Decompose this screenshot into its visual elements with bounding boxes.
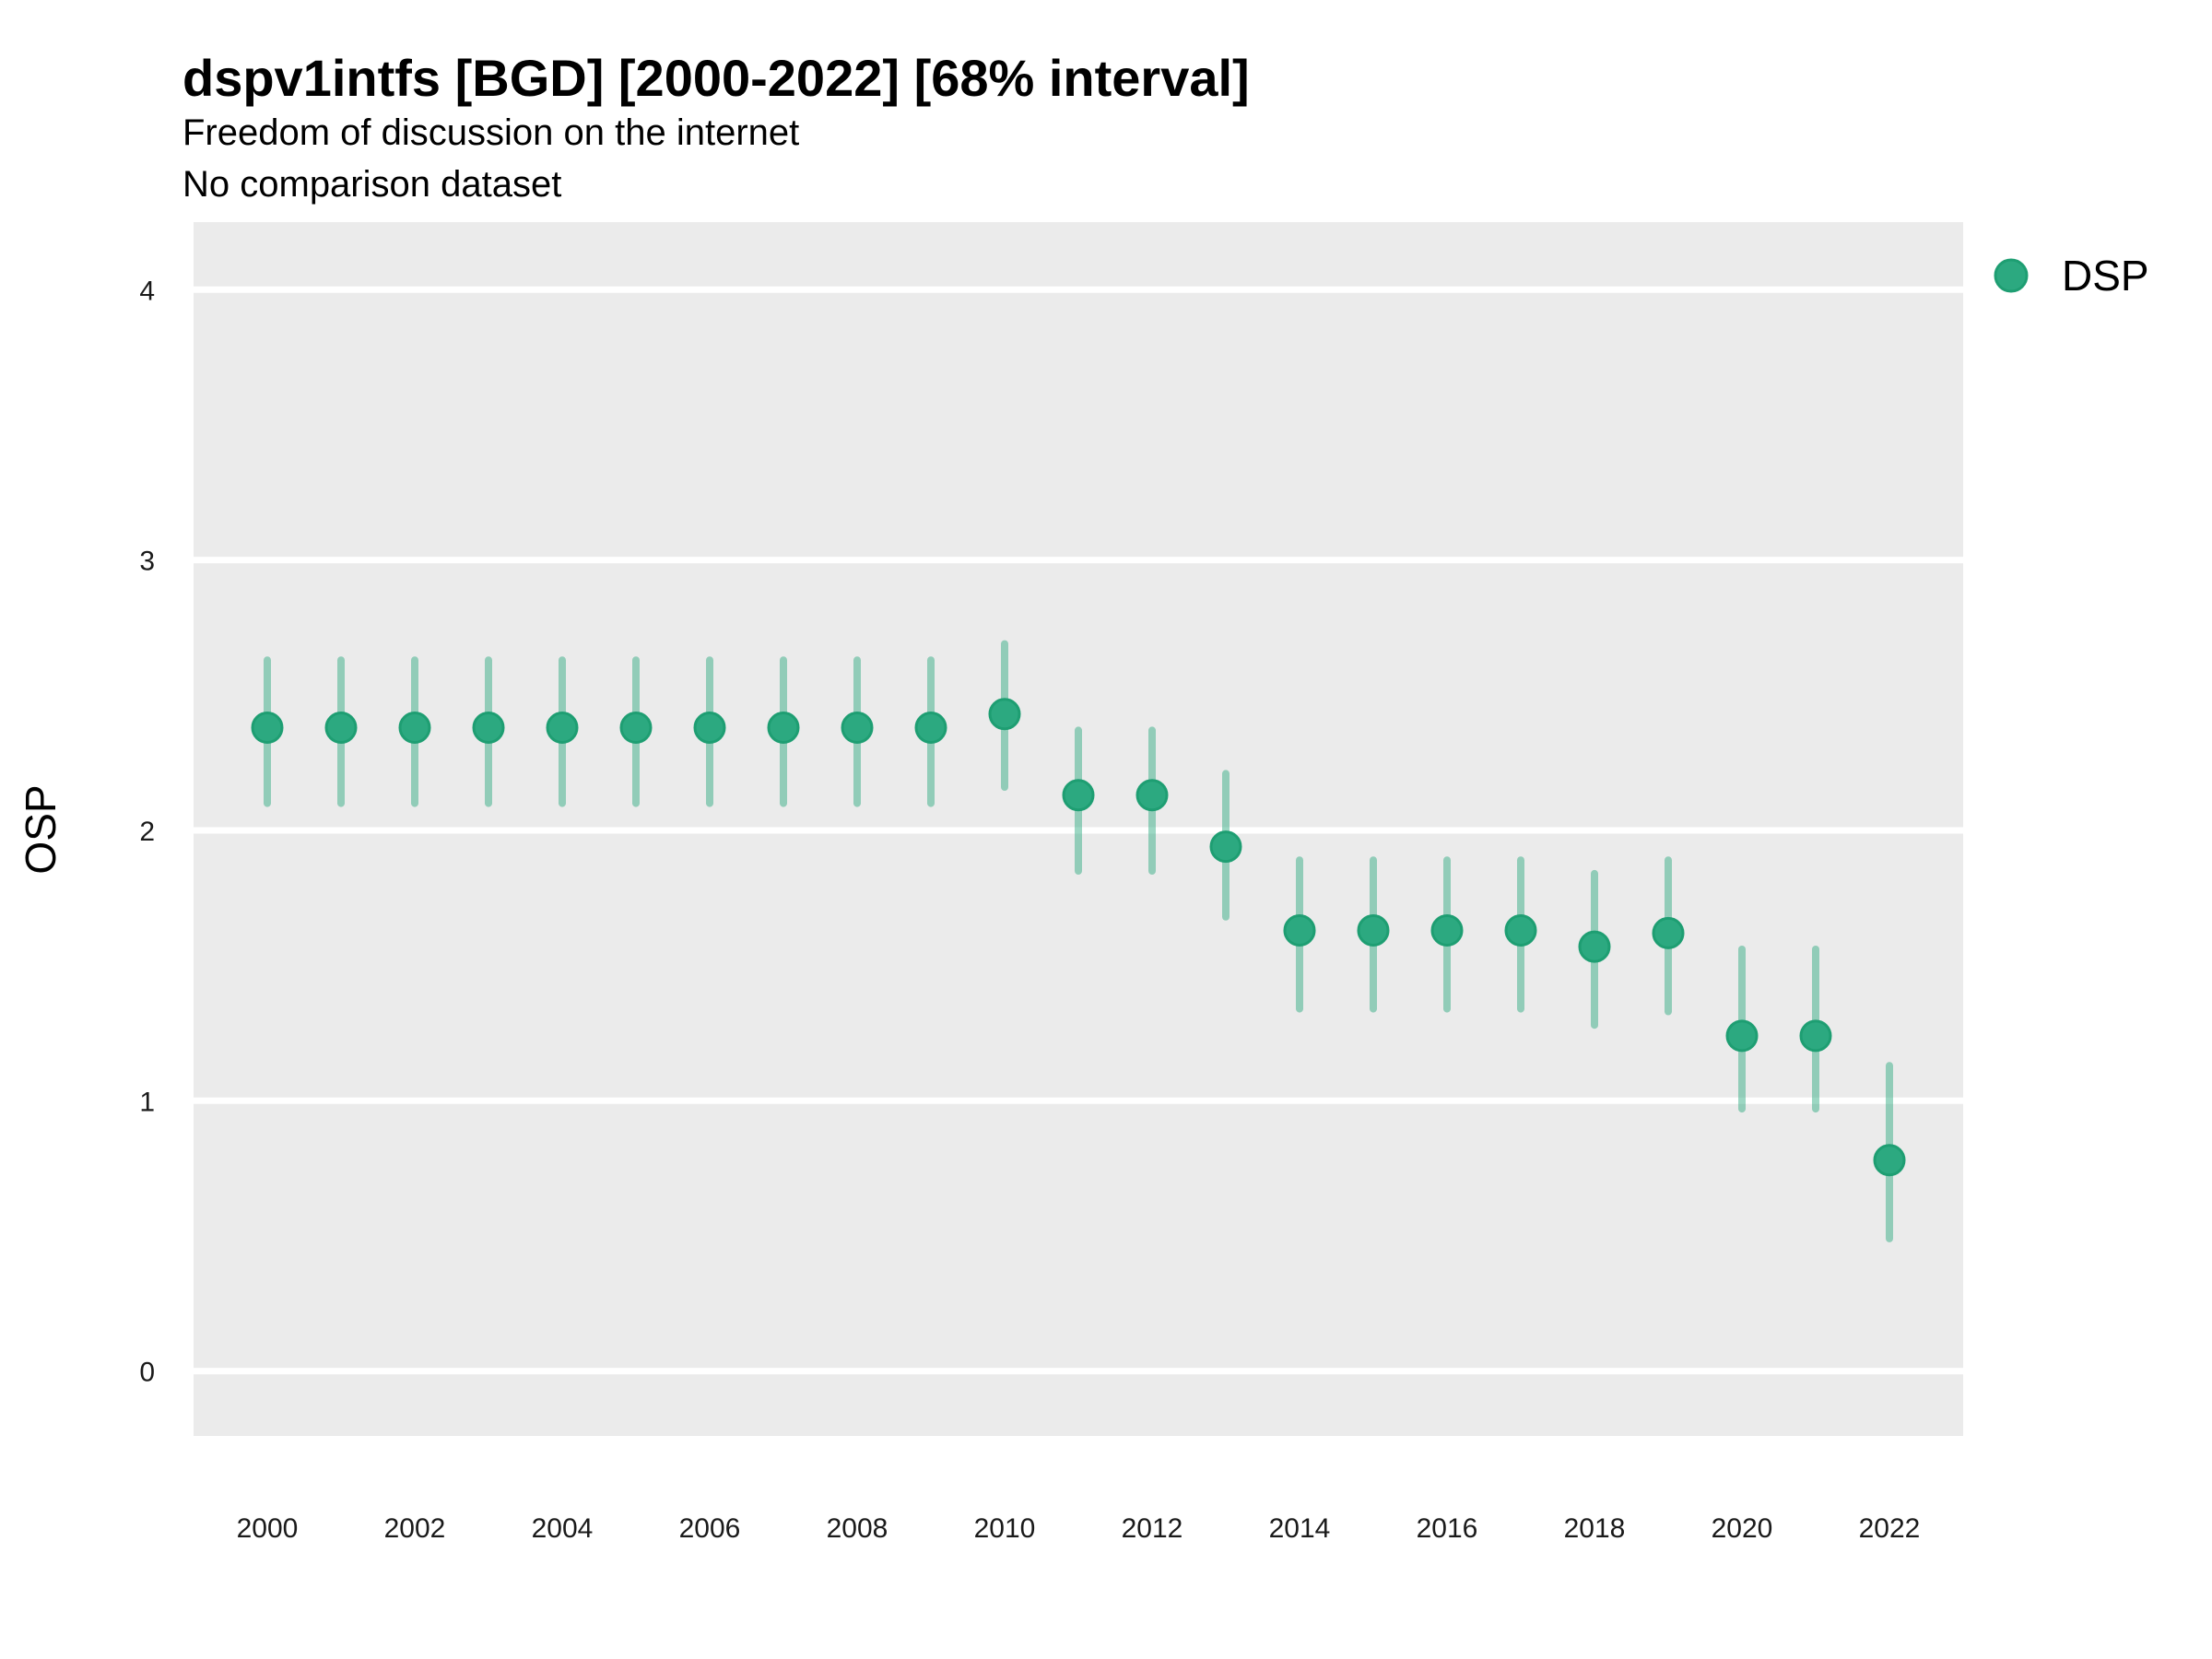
x-tick-label: 2014: [1269, 1513, 1331, 1544]
data-point: [619, 712, 653, 744]
x-tick-label: 2000: [237, 1513, 299, 1544]
data-point: [1504, 914, 1537, 947]
data-point: [988, 698, 1021, 731]
data-point: [251, 712, 284, 744]
data-point: [1357, 914, 1390, 947]
data-point: [841, 712, 874, 744]
page-subtitle: Freedom of discussion on the internet: [182, 112, 800, 153]
y-tick-label: 0: [139, 1358, 155, 1388]
legend-label-dsp: DSP: [2062, 252, 2149, 300]
y-tick-label: 1: [139, 1087, 155, 1117]
data-point: [693, 712, 726, 744]
x-tick-label: 2002: [384, 1513, 446, 1544]
x-tick-label: 2016: [1417, 1513, 1478, 1544]
x-tick-label: 2008: [827, 1513, 888, 1544]
data-point: [546, 712, 579, 744]
data-point: [1725, 1019, 1759, 1053]
gridlines: [194, 286, 1963, 1375]
data-point: [914, 712, 947, 744]
data-point: [1209, 830, 1242, 864]
legend-swatch-dsp: [1994, 258, 2029, 293]
x-tick-label: 2022: [1859, 1513, 1921, 1544]
data-point: [324, 712, 358, 744]
comparison-note: No comparison dataset: [182, 164, 562, 205]
data-point: [1430, 914, 1464, 947]
x-tick-label: 2020: [1712, 1513, 1773, 1544]
data-points: [251, 698, 1906, 1177]
page-title: dspv1intfs [BGD] [2000-2022] [68% interv…: [182, 49, 1250, 107]
data-point: [1283, 914, 1316, 947]
x-tick-label: 2012: [1122, 1513, 1183, 1544]
y-tick-label: 3: [139, 547, 155, 577]
data-point: [767, 712, 800, 744]
x-tick-label: 2006: [679, 1513, 741, 1544]
data-point: [1652, 916, 1685, 949]
data-point: [1062, 779, 1095, 812]
y-axis-label: OSP: [17, 784, 65, 874]
x-tick-label: 2018: [1564, 1513, 1626, 1544]
y-tick-label: 4: [139, 276, 155, 306]
y-tick-label: 2: [139, 817, 155, 847]
y-tick-labels: 0 1 2 3 4: [139, 276, 155, 1387]
data-point: [1135, 779, 1169, 812]
x-tick-label: 2004: [532, 1513, 594, 1544]
data-point: [1873, 1144, 1906, 1177]
data-point: [1578, 930, 1611, 963]
data-point: [472, 712, 505, 744]
legend: DSP: [1994, 252, 2149, 300]
data-point: [398, 712, 431, 744]
data-point: [1799, 1019, 1832, 1053]
x-tick-label: 2010: [974, 1513, 1036, 1544]
x-tick-labels: 2000 2002 2004 2006 2008 2010 2012 2014 2016 2018…: [237, 1513, 1921, 1544]
